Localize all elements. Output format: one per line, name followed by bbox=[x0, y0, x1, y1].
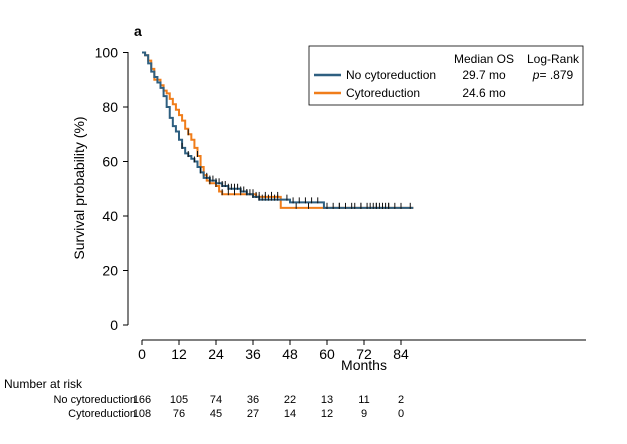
risk-value: 36 bbox=[247, 394, 259, 406]
x-tick-label: 12 bbox=[171, 346, 187, 362]
legend: Median OS Log-Rank No cytoreduction 29.7… bbox=[308, 45, 584, 106]
risk-value: 9 bbox=[361, 408, 367, 420]
x-tick-label: 60 bbox=[319, 346, 335, 362]
risk-row-label-cytoreduction: Cytoreduction bbox=[68, 408, 136, 420]
risk-value: 14 bbox=[284, 408, 296, 420]
risk-row-label-no-cytoreduction: No cytoreduction bbox=[53, 394, 136, 406]
risk-table: Number at risk No cytoreduction Cytoredu… bbox=[4, 377, 404, 420]
legend-median-no-cytoreduction: 29.7 mo bbox=[462, 68, 506, 82]
legend-label-no-cytoreduction: No cytoreduction bbox=[346, 68, 436, 82]
risk-value: 166 bbox=[133, 394, 151, 406]
risk-value: 0 bbox=[398, 408, 404, 420]
x-tick-label: 84 bbox=[393, 346, 409, 362]
legend-p-symbol: p bbox=[532, 68, 540, 82]
y-tick-label: 100 bbox=[95, 45, 119, 61]
risk-value: 13 bbox=[321, 394, 333, 406]
legend-pvalue: p= .879 bbox=[532, 68, 574, 82]
y-axis-label: Survival probability (%) bbox=[71, 116, 87, 259]
y-tick-label: 0 bbox=[110, 317, 118, 333]
panel-label: a bbox=[134, 23, 142, 39]
risk-value: 108 bbox=[133, 408, 151, 420]
risk-value: 12 bbox=[321, 408, 333, 420]
legend-box bbox=[308, 45, 584, 106]
legend-header-median: Median OS bbox=[454, 52, 514, 66]
legend-header-logrank: Log-Rank bbox=[527, 52, 580, 66]
x-tick-label: 0 bbox=[138, 346, 146, 362]
legend-median-cytoreduction: 24.6 mo bbox=[462, 86, 506, 100]
x-tick-label: 36 bbox=[245, 346, 261, 362]
risk-table-title: Number at risk bbox=[4, 377, 83, 391]
x-tick-label: 48 bbox=[282, 346, 298, 362]
risk-value: 27 bbox=[247, 408, 259, 420]
risk-value: 45 bbox=[210, 408, 222, 420]
y-tick-label: 20 bbox=[102, 263, 118, 279]
y-tick-label: 60 bbox=[102, 154, 118, 170]
x-tick-label: 72 bbox=[356, 346, 372, 362]
risk-value: 105 bbox=[170, 394, 188, 406]
legend-label-cytoreduction: Cytoreduction bbox=[346, 86, 420, 100]
risk-value: 22 bbox=[284, 394, 296, 406]
y-tick-label: 40 bbox=[102, 208, 118, 224]
risk-value: 76 bbox=[173, 408, 185, 420]
risk-value: 74 bbox=[210, 394, 222, 406]
x-tick-label: 24 bbox=[208, 346, 224, 362]
legend-p-value: = .879 bbox=[539, 68, 573, 82]
risk-value: 2 bbox=[398, 394, 404, 406]
y-tick-label: 80 bbox=[102, 99, 118, 115]
x-axis-label: Months bbox=[341, 357, 387, 373]
risk-value: 11 bbox=[358, 394, 369, 406]
